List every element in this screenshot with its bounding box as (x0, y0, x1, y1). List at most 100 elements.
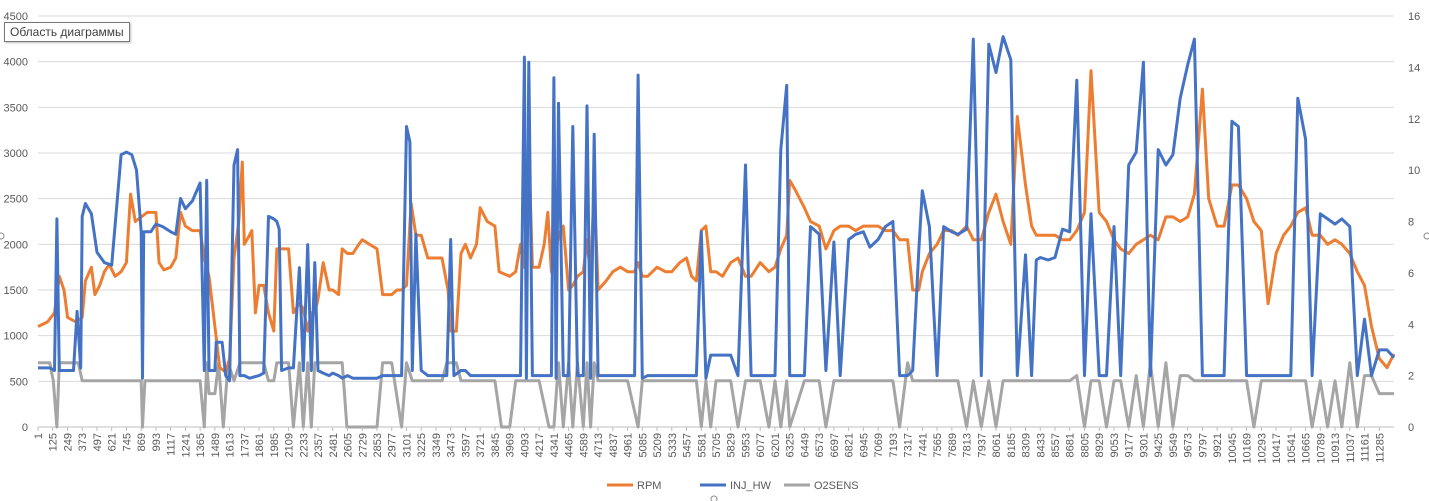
x-tick-label: 9921 (1212, 433, 1224, 457)
legend-label[interactable]: O2SENS (814, 480, 859, 492)
x-tick-label: 1365 (195, 433, 207, 457)
x-tick-label: 9797 (1197, 433, 1209, 457)
x-tick-label: 8557 (1050, 433, 1062, 457)
y2-tick-label: 2 (1408, 371, 1414, 383)
x-tick-label: 2233 (298, 433, 310, 457)
x-tick-label: 10913 (1330, 433, 1342, 464)
x-tick-label: 993 (151, 433, 163, 451)
y2-tick-label: 6 (1408, 268, 1414, 280)
x-tick-label: 2109 (284, 433, 296, 457)
x-tick-label: 6077 (755, 433, 767, 457)
x-tick-label: 9549 (1168, 433, 1180, 457)
x-tick-label: 6325 (785, 433, 797, 457)
x-tick-label: 4961 (623, 433, 635, 457)
x-tick-label: 5705 (711, 433, 723, 457)
x-tick-label: 7565 (932, 433, 944, 457)
x-tick-label: 10293 (1256, 433, 1268, 464)
x-tick-label: 3101 (401, 433, 413, 457)
x-tick-label: 8185 (1006, 433, 1018, 457)
x-tick-label: 1861 (254, 433, 266, 457)
chart-resize-handles[interactable] (0, 232, 1429, 501)
x-tick-label: 9053 (1109, 433, 1121, 457)
x-tick-label: 9177 (1124, 433, 1136, 457)
x-tick-label: 3473 (446, 433, 458, 457)
x-tick-label: 125 (48, 433, 60, 451)
legend-label[interactable]: INJ_HW (730, 480, 772, 492)
x-tick-label: 10789 (1315, 433, 1327, 464)
x-tick-label: 8805 (1079, 433, 1091, 457)
y-tick-label: 4500 (4, 11, 28, 23)
x-tick-label: 5457 (682, 433, 694, 457)
x-tick-label: 4093 (519, 433, 531, 457)
y2-tick-label: 12 (1408, 114, 1420, 126)
x-tick-label: 10045 (1227, 433, 1239, 464)
x-tick-label: 9673 (1183, 433, 1195, 457)
series-line-inj-hw[interactable] (38, 35, 1396, 383)
x-tick-label: 2729 (357, 433, 369, 457)
x-tick-label: 4465 (564, 433, 576, 457)
series-line-rpm[interactable] (37, 69, 1396, 374)
x-tick-label: 5829 (726, 433, 738, 457)
y2-tick-label: 14 (1408, 62, 1420, 74)
x-tick-label: 2357 (313, 433, 325, 457)
x-tick-label: 10665 (1301, 433, 1313, 464)
x-tick-label: 621 (107, 433, 119, 451)
resize-handle[interactable] (710, 495, 718, 501)
y2-tick-label: 4 (1408, 319, 1414, 331)
gridlines (38, 15, 1394, 428)
x-tick-label: 6573 (814, 433, 826, 457)
x-tick-label: 10541 (1286, 433, 1298, 464)
legend-label[interactable]: RPM (637, 480, 661, 492)
legend[interactable]: RPM INJ_HW O2SENS (607, 480, 859, 492)
x-tick-label: 4713 (593, 433, 605, 457)
series-lines (37, 35, 1396, 429)
y-axis-right-labels: 0 2 4 6 8 10 12 14 16 (1408, 11, 1420, 434)
resize-handle[interactable] (0, 232, 5, 240)
x-tick-label: 249 (62, 433, 74, 451)
x-axis-labels: 1 125 249 373 497 621 745 869 993 1117 1241 1365 148… (33, 427, 1386, 464)
x-tick-label: 3597 (460, 433, 472, 457)
x-tick-label: 869 (136, 433, 148, 451)
x-tick-label: 1 (33, 433, 45, 439)
x-tick-label: 373 (77, 433, 89, 451)
y2-tick-label: 16 (1408, 11, 1420, 23)
y2-tick-label: 0 (1408, 422, 1414, 434)
x-tick-label: 5953 (740, 433, 752, 457)
x-tick-label: 2605 (343, 433, 355, 457)
x-tick-label: 8061 (991, 433, 1003, 457)
resize-handle[interactable] (1423, 232, 1429, 240)
series-line-o2sens[interactable] (38, 361, 1394, 429)
x-tick-label: 7813 (962, 433, 974, 457)
x-tick-label: 5209 (652, 433, 664, 457)
x-tick-label: 7069 (873, 433, 885, 457)
x-tick-label: 1613 (225, 433, 237, 457)
x-tick-label: 3225 (416, 433, 428, 457)
x-tick-label: 8433 (1035, 433, 1047, 457)
x-tick-label: 10169 (1242, 433, 1254, 464)
x-tick-label: 8309 (1021, 433, 1033, 457)
y-axis-left-labels: 0 500 1000 1500 2000 2500 3000 3500 4000 4500 (4, 11, 28, 434)
y-tick-label: 3500 (4, 102, 28, 114)
x-tick-label: 5581 (696, 433, 708, 457)
x-tick-label: 6945 (858, 433, 870, 457)
x-tick-label: 7937 (976, 433, 988, 457)
x-tick-label: 1489 (210, 433, 222, 457)
x-tick-label: 1117 (166, 433, 178, 456)
x-tick-label: 1737 (239, 433, 251, 457)
x-tick-label: 9425 (1153, 433, 1165, 457)
x-tick-label: 11285 (1374, 433, 1386, 463)
chart-area-tooltip: Область диаграммы (4, 22, 130, 42)
x-tick-label: 1985 (269, 433, 281, 457)
y-tick-label: 2500 (4, 194, 28, 206)
x-tick-label: 8929 (1094, 433, 1106, 457)
x-tick-label: 5333 (667, 433, 679, 457)
x-tick-label: 7441 (917, 433, 929, 457)
x-tick-label: 10417 (1271, 433, 1283, 464)
x-tick-label: 9301 (1138, 433, 1150, 457)
x-tick-label: 7193 (888, 433, 900, 457)
x-tick-label: 2481 (328, 433, 340, 457)
x-tick-label: 8681 (1065, 433, 1077, 457)
x-tick-label: 3845 (490, 433, 502, 457)
y-tick-label: 4000 (4, 57, 28, 69)
